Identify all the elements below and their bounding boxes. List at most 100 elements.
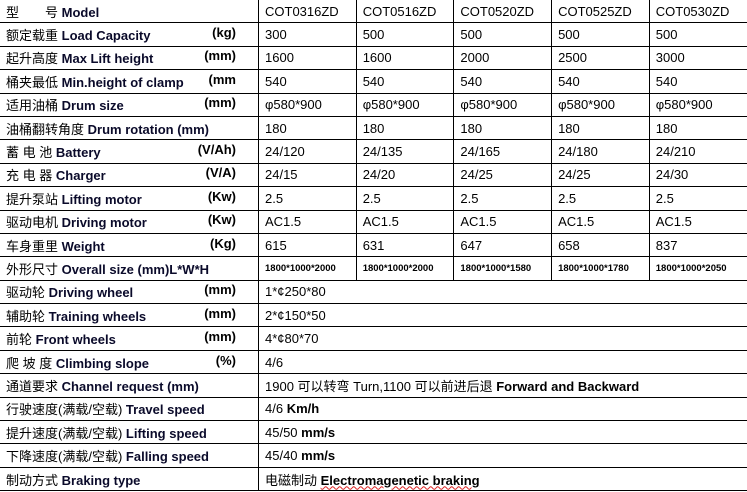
- label-unit: (mm): [204, 282, 236, 298]
- spec-value: 4*¢80*70: [258, 326, 747, 351]
- label-cn: 驱动轮: [6, 285, 46, 301]
- spec-value: 2500: [551, 45, 650, 71]
- spec-value: 500: [648, 22, 747, 47]
- spec-value: 180: [355, 115, 455, 141]
- label-en: Model: [61, 4, 100, 20]
- spec-value: 3000: [648, 45, 747, 71]
- table-row: 蓄 电 池 Battery (V/Ah) 24/120 24/135 24/165 24/…: [0, 139, 747, 164]
- label-en: Climbing slope: [55, 355, 150, 371]
- label-cn: 型 号: [6, 4, 59, 20]
- spec-value: φ580*900: [551, 92, 650, 117]
- spec-value: 2.5: [648, 186, 747, 211]
- spec-value: 500: [453, 22, 553, 47]
- spec-value: 1800*1000*1780: [551, 256, 650, 281]
- label-unit: (kg): [212, 25, 236, 41]
- row-label: 起升高度 Max Lift height (mm): [0, 45, 259, 71]
- spec-value: AC1.5: [258, 209, 357, 234]
- label-en: Battery: [55, 145, 101, 161]
- spec-value: 500: [355, 22, 455, 47]
- spec-value: 540: [551, 69, 650, 94]
- row-label: 提升泵站 Lifting motor (Kw): [0, 186, 259, 211]
- label-en: Channel request (mm): [61, 378, 199, 394]
- spec-value: φ580*900: [453, 92, 553, 117]
- spec-value: 647: [453, 232, 553, 258]
- spec-value: 540: [355, 69, 455, 94]
- row-label: 外形尺寸 Overall size (mm)L*W*H: [0, 256, 259, 281]
- value-bold-text: mm/s: [301, 424, 336, 440]
- label-en: Drum rotation (mm): [87, 121, 209, 137]
- table-row: 辅助轮 Training wheels (mm) 2*¢150*50: [0, 303, 747, 328]
- spec-value: 540: [453, 69, 553, 94]
- label-en: Braking type: [61, 472, 141, 488]
- row-label: 桶夹最低 Min.height of clamp (mm: [0, 69, 259, 94]
- row-label: 额定载重 Load Capacity (kg): [0, 22, 259, 47]
- value-bold-text: Forward and Backward: [496, 378, 640, 394]
- model-header: COT0525ZD: [551, 0, 650, 24]
- label-cn: 提升速度(满载/空载): [6, 425, 123, 441]
- row-label: 爬 坡 度 Climbing slope (%): [0, 349, 259, 375]
- label-en: Drum size: [61, 98, 124, 114]
- row-label: 通道要求 Channel request (mm): [0, 373, 259, 398]
- spec-value: 500: [551, 22, 650, 47]
- label-cn: 提升泵站: [6, 191, 59, 207]
- table-row: 外形尺寸 Overall size (mm)L*W*H 1800*1000*200…: [0, 256, 747, 281]
- table-row: 提升速度(满载/空载) Lifting speed 45/50 mm/s: [0, 420, 747, 445]
- spec-value: 615: [258, 232, 357, 258]
- spec-value: AC1.5: [551, 209, 650, 234]
- label-en: Charger: [55, 168, 106, 184]
- row-label: 油桶翻转角度 Drum rotation (mm): [0, 115, 259, 141]
- spec-value: 1*¢250*80: [258, 279, 747, 305]
- spec-value: 180: [551, 115, 650, 141]
- label-cn: 桶夹最低: [6, 74, 59, 90]
- spec-value: 540: [648, 69, 747, 94]
- table-row: 制动方式 Braking type 电磁制动 Electromagenetic b…: [0, 466, 747, 492]
- model-header: COT0516ZD: [355, 0, 455, 24]
- label-cn: 行驶速度(满载/空载): [6, 402, 123, 418]
- spec-value: 45/50 mm/s: [258, 420, 747, 445]
- label-unit: (mm): [204, 48, 236, 64]
- table-row: 额定载重 Load Capacity (kg) 300 500 500 500 500: [0, 22, 747, 47]
- label-cn: 前轮: [6, 332, 33, 348]
- table-row: 前轮 Front wheels (mm) 4*¢80*70: [0, 326, 747, 351]
- spec-value: 1800*1000*1580: [453, 256, 553, 281]
- table-row: 下降速度(满载/空载) Falling speed 45/40 mm/s: [0, 443, 747, 468]
- value-text: 45/40: [265, 448, 298, 464]
- spec-value: 180: [453, 115, 553, 141]
- value-text: 4/6: [265, 354, 284, 370]
- spec-value: 1900 可以转弯 Turn,1100 可以前进后退 Forward and B…: [258, 373, 747, 398]
- label-en: Lifting motor: [61, 191, 142, 207]
- label-cn: 额定载重: [6, 28, 59, 44]
- label-cn: 起升高度: [6, 51, 59, 67]
- label-unit: (V/A): [205, 165, 236, 181]
- spec-value: 24/30: [648, 162, 747, 188]
- spec-value: 2.5: [551, 186, 650, 211]
- label-cn: 适用油桶: [6, 98, 59, 114]
- table-row: 驱动轮 Driving wheel (mm) 1*¢250*80: [0, 279, 747, 305]
- spec-value: 电磁制动 Electromagenetic braking: [258, 466, 747, 492]
- value-text: 1900 可以转弯 Turn,1100 可以前进后退: [265, 378, 493, 394]
- label-unit: (mm): [204, 305, 236, 321]
- spec-value: φ580*900: [258, 92, 357, 117]
- value-text: 4*¢80*70: [265, 331, 319, 347]
- row-label: 驱动电机 Driving motor (Kw): [0, 209, 259, 234]
- spec-value: AC1.5: [648, 209, 747, 234]
- spec-value: 24/180: [551, 139, 650, 164]
- spec-value: 1800*1000*2000: [258, 256, 357, 281]
- model-header: COT0520ZD: [453, 0, 553, 24]
- row-label: 制动方式 Braking type: [0, 466, 259, 492]
- row-label: 车身重里 Weight (Kg): [0, 232, 259, 258]
- row-label: 下降速度(满载/空载) Falling speed: [0, 443, 259, 468]
- label-en: Load Capacity: [61, 28, 151, 44]
- spec-value: 2.5: [258, 186, 357, 211]
- label-cn: 制动方式: [6, 472, 59, 488]
- label-unit: (Kw): [207, 188, 236, 204]
- spec-value: 24/15: [258, 162, 357, 188]
- row-label: 蓄 电 池 Battery (V/Ah): [0, 139, 259, 164]
- table-row: 车身重里 Weight (Kg) 615 631 647 658 837: [0, 232, 747, 258]
- value-text: 1*¢250*80: [265, 284, 326, 300]
- table-row: 桶夹最低 Min.height of clamp (mm 540 540 540 540 5…: [0, 69, 747, 94]
- label-unit: (V/Ah): [197, 142, 236, 158]
- table-row: 提升泵站 Lifting motor (Kw) 2.5 2.5 2.5 2.5 2.5: [0, 186, 747, 211]
- label-en: Training wheels: [48, 308, 147, 324]
